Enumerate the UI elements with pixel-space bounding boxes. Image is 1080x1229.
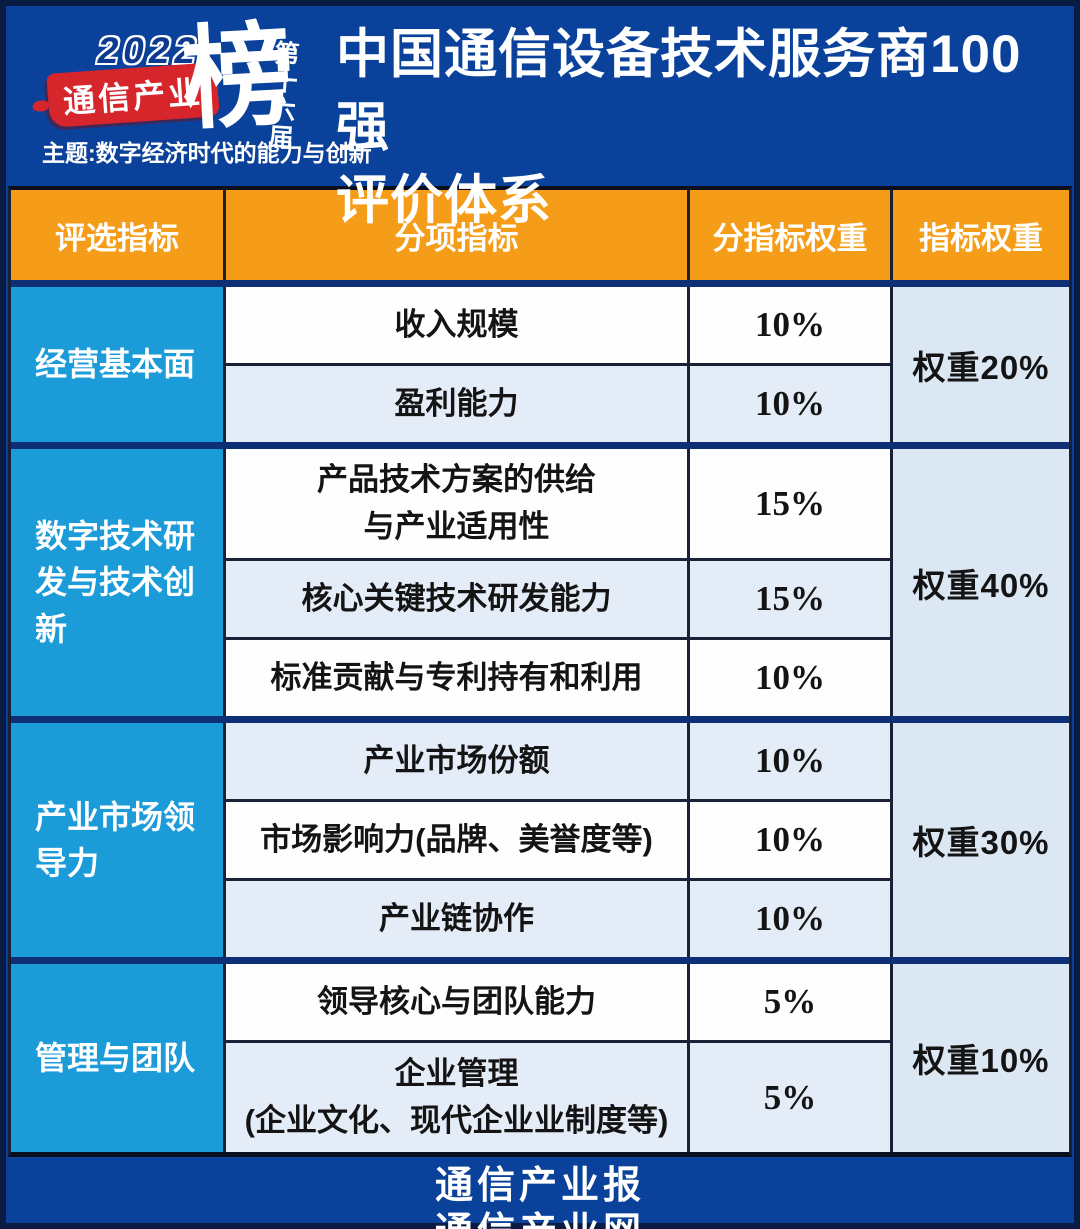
group-weight-cell: 权重40%	[893, 449, 1069, 716]
category-cell: 管理与团队	[11, 964, 223, 1152]
column-header-4: 指标权重	[893, 190, 1069, 280]
subindicator-weight-cell: 15%	[690, 561, 890, 637]
table-header-row: 评选指标 分项指标 分指标权重 指标权重	[11, 190, 1069, 280]
subindicator-cell: 市场影响力(品牌、美誉度等)	[226, 802, 687, 878]
subindicator-weight-cell: 10%	[690, 802, 890, 878]
subindicator-weight-cell: 10%	[690, 366, 890, 442]
column-header-1: 评选指标	[11, 190, 223, 280]
subindicator-weight-cell: 5%	[690, 1043, 890, 1152]
table-group-3: 产业市场领导力 产业市场份额 10% 市场影响力(品牌、美誉度等) 10% 产业链协作 10…	[11, 723, 1069, 957]
evaluation-table: 评选指标 分项指标 分指标权重 指标权重 经营基本面 收入规模 10% 盈利能力 10% 权重2…	[8, 186, 1072, 1157]
footer-paper-name: 通信产业报	[434, 1165, 645, 1207]
subindicator-cell: 盈利能力	[226, 366, 687, 442]
subindicator-weight-cell: 15%	[690, 449, 890, 558]
subindicator-cell: 标准贡献与专利持有和利用	[226, 640, 687, 716]
category-cell: 经营基本面	[11, 287, 223, 442]
subindicator-cell: 收入规模	[226, 287, 687, 363]
subindicator-cell: 产业市场份额	[226, 723, 687, 799]
masthead: 2022 通信产业 榜 第十六届 主题:数字经济时代的能力与创新 中国通信设备技…	[6, 6, 1074, 230]
table-body: 经营基本面 收入规模 10% 盈利能力 10% 权重20% 数字技术研发与技术创新 产品技术方…	[11, 287, 1069, 1152]
page-title: 中国通信设备技术服务商100强 评价体系	[336, 18, 1064, 237]
subindicator-weight-cell: 5%	[690, 964, 890, 1040]
subindicator-cell: 产业链协作	[226, 881, 687, 957]
table-group-1: 经营基本面 收入规模 10% 盈利能力 10% 权重20%	[11, 287, 1069, 442]
subindicator-cell: 企业管理 (企业文化、现代企业业制度等)	[226, 1043, 687, 1152]
subindicator-weight-cell: 10%	[690, 640, 890, 716]
logo-theme: 主题:数字经济时代的能力与创新	[42, 140, 372, 166]
subindicator-cell: 领导核心与团队能力	[226, 964, 687, 1040]
category-cell: 数字技术研发与技术创新	[11, 449, 223, 716]
subindicator-weight-cell: 10%	[690, 723, 890, 799]
column-header-2: 分项指标	[226, 190, 687, 280]
group-weight-cell: 权重30%	[893, 723, 1069, 957]
page-title-line2: 评价体系	[336, 171, 552, 231]
group-weight-cell: 权重10%	[893, 964, 1069, 1152]
subindicator-cell: 核心关键技术研发能力	[226, 561, 687, 637]
group-weight-cell: 权重20%	[893, 287, 1069, 442]
footer: 通信产业报 通信产业网 www.ccidcom.com	[6, 1157, 1074, 1229]
category-cell: 产业市场领导力	[11, 723, 223, 957]
table-group-4: 管理与团队 领导核心与团队能力 5% 企业管理 (企业文化、现代企业业制度等) 5% 权重…	[11, 964, 1069, 1152]
table-group-2: 数字技术研发与技术创新 产品技术方案的供给 与产业适用性 15% 核心关键技术研发能力…	[11, 449, 1069, 716]
event-logo: 2022 通信产业 榜 第十六届 主题:数字经济时代的能力与创新	[36, 9, 372, 172]
page-title-line1: 中国通信设备技术服务商100强	[336, 25, 1022, 158]
subindicator-cell: 产品技术方案的供给 与产业适用性	[226, 449, 687, 558]
footer-site-name: 通信产业网	[435, 1209, 645, 1229]
subindicator-weight-cell: 10%	[690, 881, 890, 957]
column-header-3: 分指标权重	[690, 190, 890, 280]
subindicator-weight-cell: 10%	[690, 287, 890, 363]
